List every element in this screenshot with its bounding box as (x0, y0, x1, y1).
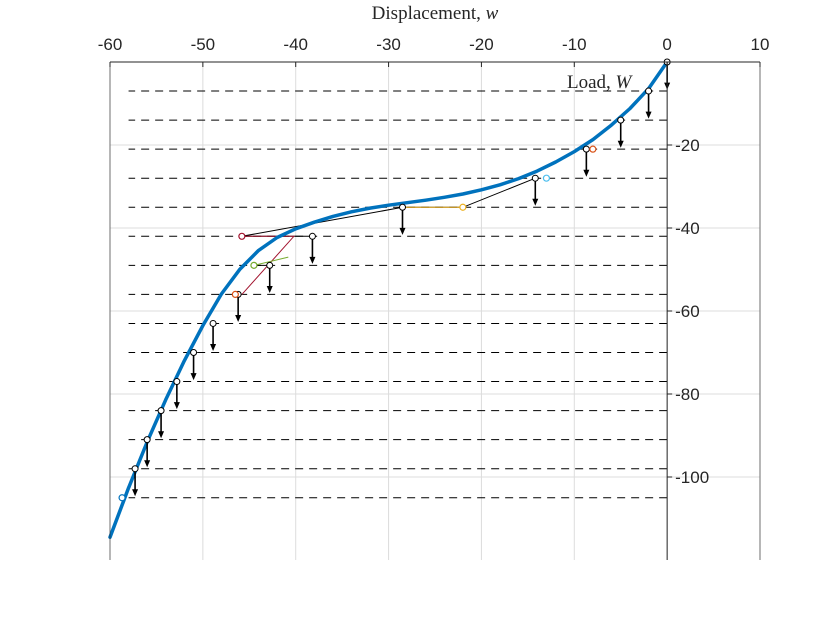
load-arrow-head (532, 198, 539, 206)
load-arrow-head (645, 111, 652, 119)
equilibrium-marker (266, 261, 274, 269)
load-arrow-head (190, 373, 197, 381)
equilibrium-marker (157, 407, 165, 415)
predictor-marker (459, 203, 467, 211)
y-tick-label: -40 (675, 219, 700, 238)
equilibrium-marker (190, 349, 198, 356)
predictor-marker (542, 174, 551, 182)
load-level-lines (128, 90, 668, 499)
x-tick-label: -40 (283, 35, 308, 54)
x-axis-title: Displacement, w (372, 3, 499, 24)
predictor-marker (118, 494, 126, 502)
equilibrium-marker (143, 436, 151, 444)
predictor-path (241, 235, 296, 295)
x-tick-label: -20 (469, 35, 494, 54)
predictor-marker (250, 261, 258, 269)
markers (118, 58, 671, 502)
x-tick-label: -10 (562, 35, 587, 54)
equilibrium-marker (209, 319, 217, 327)
equilibrium-marker (399, 203, 406, 211)
equilibrium-marker (645, 87, 653, 95)
y-tick-label: -100 (675, 468, 709, 487)
predictor-marker (238, 232, 246, 240)
x-tick-label: 0 (662, 35, 671, 54)
load-arrow-head (617, 140, 624, 148)
y-tick-label: -60 (675, 302, 700, 321)
load-arrow-head (132, 489, 139, 497)
x-tick-label: -30 (376, 35, 401, 54)
equilibrium-marker (308, 232, 316, 240)
equilibrium-marker (582, 145, 590, 153)
tick-labels: -60 -50 -40 -30 -20 -10 0 10-20-40-60-80-100 (98, 35, 770, 487)
x-tick-label: -60 (98, 35, 123, 54)
y-tick-label: -20 (675, 136, 700, 155)
load-arrow-head (210, 344, 217, 352)
load-arrow-head (266, 285, 273, 293)
x-tick-label: -50 (191, 35, 216, 54)
y-axis-title: Load, W (567, 72, 634, 93)
y-tick-label: -80 (675, 385, 700, 404)
equilibrium-curve (108, 60, 669, 539)
predictor-marker (589, 145, 597, 153)
equilibrium-marker (131, 465, 139, 473)
load-arrow-head (399, 227, 406, 235)
axes (109, 61, 761, 560)
equilibrium-marker (617, 116, 625, 124)
predictor-path (253, 256, 289, 266)
x-tick-label: 10 (751, 35, 770, 54)
load-arrow-head (235, 314, 242, 322)
load-arrow-head (173, 402, 180, 410)
load-arrow-head (309, 256, 316, 264)
predictor-marker (231, 290, 239, 298)
load-arrow-head (583, 169, 590, 177)
load-arrow-head (144, 460, 151, 468)
equilibrium-curve-group (108, 60, 669, 539)
load-arrow-head (158, 431, 165, 439)
equilibrium-marker (173, 378, 181, 386)
equilibrium-marker (531, 174, 539, 182)
